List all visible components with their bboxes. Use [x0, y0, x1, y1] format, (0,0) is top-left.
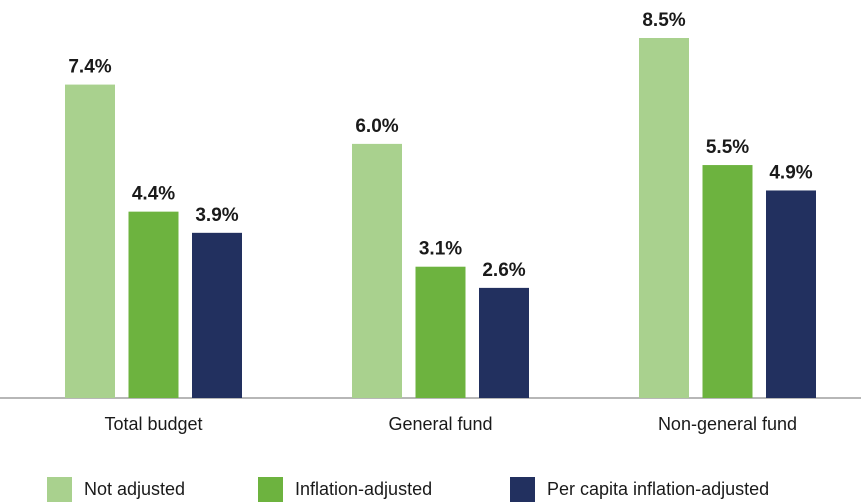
bar	[65, 84, 115, 399]
bar	[192, 232, 242, 398]
data-label: 3.1%	[419, 239, 462, 260]
legend-swatch	[47, 477, 72, 502]
data-label: 4.9%	[769, 162, 812, 183]
data-label: 2.6%	[482, 260, 525, 281]
x-tick-label: General fund	[388, 414, 492, 434]
bar	[766, 190, 816, 398]
x-tick-label: Total budget	[104, 414, 202, 434]
bar	[702, 165, 753, 398]
legend-swatch	[510, 477, 535, 502]
bar	[352, 143, 402, 398]
data-label: 5.5%	[706, 137, 749, 158]
bar	[639, 38, 689, 398]
data-label: 6.0%	[355, 116, 398, 137]
legend-label: Inflation-adjusted	[295, 479, 432, 499]
x-tick-label: Non-general fund	[658, 414, 797, 434]
legend-swatch	[258, 477, 283, 502]
data-label: 3.9%	[195, 205, 238, 226]
legend-label: Per capita inflation-adjusted	[547, 479, 769, 499]
bar	[415, 266, 466, 398]
data-label: 7.4%	[68, 57, 111, 78]
data-label: 4.4%	[132, 184, 175, 205]
data-label: 8.5%	[642, 10, 685, 31]
legend-label: Not adjusted	[84, 479, 185, 499]
bar	[479, 287, 529, 398]
bar	[128, 211, 179, 398]
